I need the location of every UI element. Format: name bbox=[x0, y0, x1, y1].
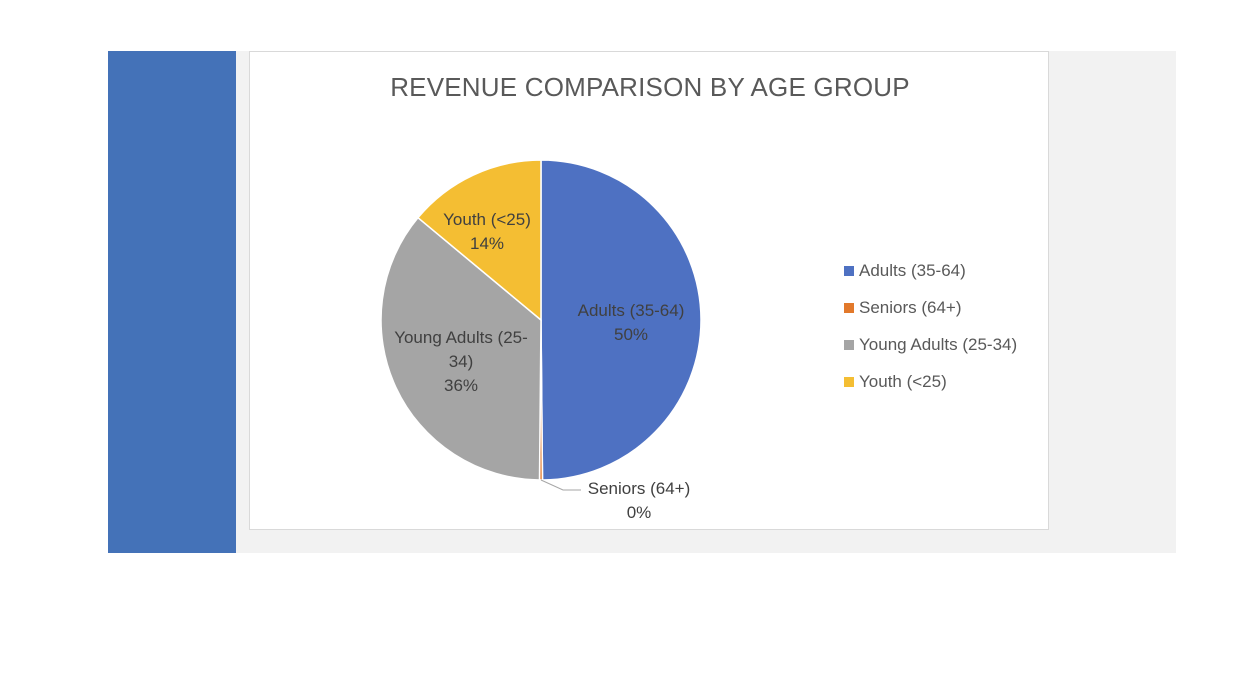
legend-item-youth[interactable]: Youth (<25) bbox=[844, 363, 1017, 400]
legend-item-seniors[interactable]: Seniors (64+) bbox=[844, 289, 1017, 326]
pie-slice-youth[interactable] bbox=[416, 159, 542, 322]
legend-swatch bbox=[844, 376, 854, 387]
data-label-adults: Adults (35-64) 50% bbox=[578, 301, 685, 344]
pie-slice-adults[interactable] bbox=[540, 159, 702, 481]
legend-label: Adults (35-64) bbox=[859, 260, 966, 280]
legend-label: Young Adults (25-34) bbox=[859, 334, 1018, 354]
chart-legend: Adults (35-64) Seniors (64+) Young Adults … bbox=[844, 252, 1017, 400]
leader-line-seniors bbox=[540, 479, 581, 491]
data-label-youth: Youth (<25) 14% bbox=[443, 210, 531, 253]
data-label-young-adults: Young Adults (25-34) 36% bbox=[394, 328, 528, 395]
chart-area[interactable]: REVENUE COMPARISON BY AGE GROUP Adults (… bbox=[249, 51, 1049, 530]
data-label-seniors: Seniors (64+) 0% bbox=[588, 479, 691, 522]
slide-accent-band bbox=[108, 51, 236, 553]
pie-slice-young-adults[interactable] bbox=[380, 216, 542, 481]
legend-label: Seniors (64+) bbox=[859, 297, 962, 317]
legend-label: Youth (<25) bbox=[859, 371, 947, 391]
pie-chart: Adults (35-64) 50% Seniors (64+) 0% Young Ad… bbox=[380, 159, 702, 522]
legend-item-young-adults[interactable]: Young Adults (25-34) bbox=[844, 326, 1017, 363]
legend-swatch bbox=[844, 302, 854, 313]
chart-title: REVENUE COMPARISON BY AGE GROUP bbox=[390, 72, 910, 102]
legend-swatch bbox=[844, 339, 854, 350]
legend-item-adults[interactable]: Adults (35-64) bbox=[844, 252, 1017, 289]
legend-swatch bbox=[844, 265, 854, 276]
